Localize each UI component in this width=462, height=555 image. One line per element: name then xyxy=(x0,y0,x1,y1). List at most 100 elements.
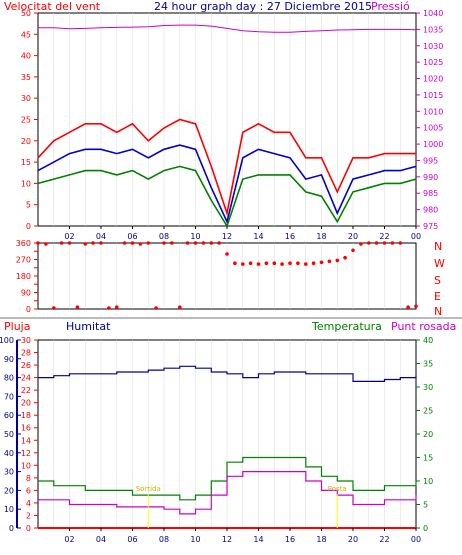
direction-point xyxy=(36,241,40,245)
direction-point xyxy=(115,305,119,310)
speed-tick-label: 0 xyxy=(26,222,31,231)
speed-tick-label: 25 xyxy=(21,116,31,125)
direction-point xyxy=(351,248,355,253)
climate-panel-grid xyxy=(53,340,401,528)
rain-tick-label: 12 xyxy=(21,449,31,458)
dewpoint-label: Punt rosada xyxy=(391,320,456,333)
direction-point xyxy=(288,261,292,266)
direction-point xyxy=(272,261,277,266)
direction-tick-label: 0 xyxy=(26,305,31,314)
rain-tick-label: 14 xyxy=(21,436,31,445)
temperature-axis: 0 5 10 15 20 25 30 35 40 xyxy=(416,336,433,533)
compass-s: S xyxy=(434,274,441,287)
hour-tick-label: 16 xyxy=(285,232,295,241)
temperature-tick-label: 35 xyxy=(423,360,433,369)
compass-e: E xyxy=(434,290,441,303)
direction-point xyxy=(154,306,158,310)
pressure-tick-label: 985 xyxy=(423,189,438,198)
direction-point xyxy=(335,258,340,263)
direction-point xyxy=(67,241,72,245)
direction-axis: 0 90 180 270 360 xyxy=(16,239,38,314)
rain-tick-label: 10 xyxy=(21,461,31,470)
direction-point xyxy=(107,306,111,310)
rain-tick-label: 0 xyxy=(26,524,31,533)
pressure-tick-label: 980 xyxy=(423,206,438,215)
pressure-tick-label: 1005 xyxy=(423,124,443,133)
hour-tick-label: 08 xyxy=(159,232,169,241)
speed-tick-label: 30 xyxy=(21,94,31,103)
direction-point xyxy=(193,241,198,245)
direction-point xyxy=(327,259,332,264)
pressure-tick-label: 990 xyxy=(423,173,438,182)
direction-point xyxy=(398,241,403,245)
wind-panel-grid xyxy=(53,13,401,226)
compass-n-top: N xyxy=(434,240,442,253)
temperature-tick-label: 0 xyxy=(423,524,428,533)
direction-point xyxy=(170,241,174,245)
direction-point xyxy=(99,241,103,245)
direction-point xyxy=(382,241,387,245)
hour-tick-label: 14 xyxy=(253,535,263,544)
compass-n-bottom: N xyxy=(434,305,442,318)
hour-tick-label: 04 xyxy=(96,535,106,544)
hour-tick-label: 18 xyxy=(316,232,326,241)
hour-tick-label: 12 xyxy=(222,535,232,544)
direction-point xyxy=(44,242,48,246)
sun-markers: Sortida Posta xyxy=(136,485,347,528)
hour-tick-label: 02 xyxy=(64,535,74,544)
speed-tick-label: 45 xyxy=(21,30,31,39)
rain-tick-label: 24 xyxy=(21,374,31,383)
pressure-tick-label: 1025 xyxy=(423,58,443,67)
direction-point xyxy=(241,262,245,266)
humidity-tick-label: 40 xyxy=(4,449,14,458)
gust-line xyxy=(37,118,416,217)
hour-tick-label: 08 xyxy=(159,535,169,544)
pressure-tick-label: 1035 xyxy=(423,25,443,34)
speed-tick-label: 10 xyxy=(21,179,31,188)
direction-point xyxy=(311,261,316,266)
compass-w: W xyxy=(434,257,445,270)
humidity-tick-label: 50 xyxy=(4,430,14,439)
hour-tick-label: 22 xyxy=(379,232,389,241)
rain-tick-label: 8 xyxy=(26,474,31,483)
direction-point xyxy=(256,262,261,266)
direction-point xyxy=(359,242,363,246)
pressure-tick-label: 1040 xyxy=(423,9,443,18)
direction-point xyxy=(296,261,300,266)
speed-tick-label: 50 xyxy=(21,9,31,18)
pressure-tick-label: 1015 xyxy=(423,91,443,100)
rain-tick-label: 4 xyxy=(26,499,31,508)
compass-labels: N W S E N xyxy=(434,240,445,318)
direction-point xyxy=(83,242,88,246)
pressure-tick-label: 1030 xyxy=(423,42,443,51)
humidity-tick-label: 90 xyxy=(4,355,14,364)
sun-marker-label: Sortida xyxy=(136,485,161,493)
humidity-tick-label: 80 xyxy=(4,374,14,383)
rain-tick-label: 2 xyxy=(26,511,31,520)
direction-point xyxy=(225,252,229,256)
rain-label: Pluja xyxy=(4,320,30,333)
speed-tick-label: 5 xyxy=(26,201,31,210)
climate-panel-x-axis: 02 04 06 08 10 12 14 16 18 20 22 00 xyxy=(64,528,421,544)
rain-tick-label: 6 xyxy=(26,486,31,495)
direction-point xyxy=(414,304,418,309)
humidity-tick-label: 30 xyxy=(4,468,14,477)
pressure-tick-label: 1020 xyxy=(423,75,443,84)
direction-point xyxy=(91,241,95,245)
direction-point xyxy=(280,262,284,266)
rain-tick-label: 26 xyxy=(21,361,31,370)
wind-speed-axis: 0 5 10 15 20 25 30 35 40 45 50 xyxy=(21,9,38,231)
direction-points xyxy=(36,241,418,310)
humidity-line xyxy=(38,365,417,382)
direction-point xyxy=(374,241,379,245)
hour-tick-label: 04 xyxy=(96,232,106,241)
direction-point xyxy=(59,241,64,245)
direction-point xyxy=(233,261,237,266)
pressure-title: Pressió xyxy=(371,0,410,13)
wind-panel-x-axis: 02 04 06 08 10 12 14 16 18 20 22 00 xyxy=(64,226,421,241)
hour-tick-label: 06 xyxy=(127,232,137,241)
direction-tick-label: 270 xyxy=(16,256,31,265)
direction-point xyxy=(178,305,182,310)
